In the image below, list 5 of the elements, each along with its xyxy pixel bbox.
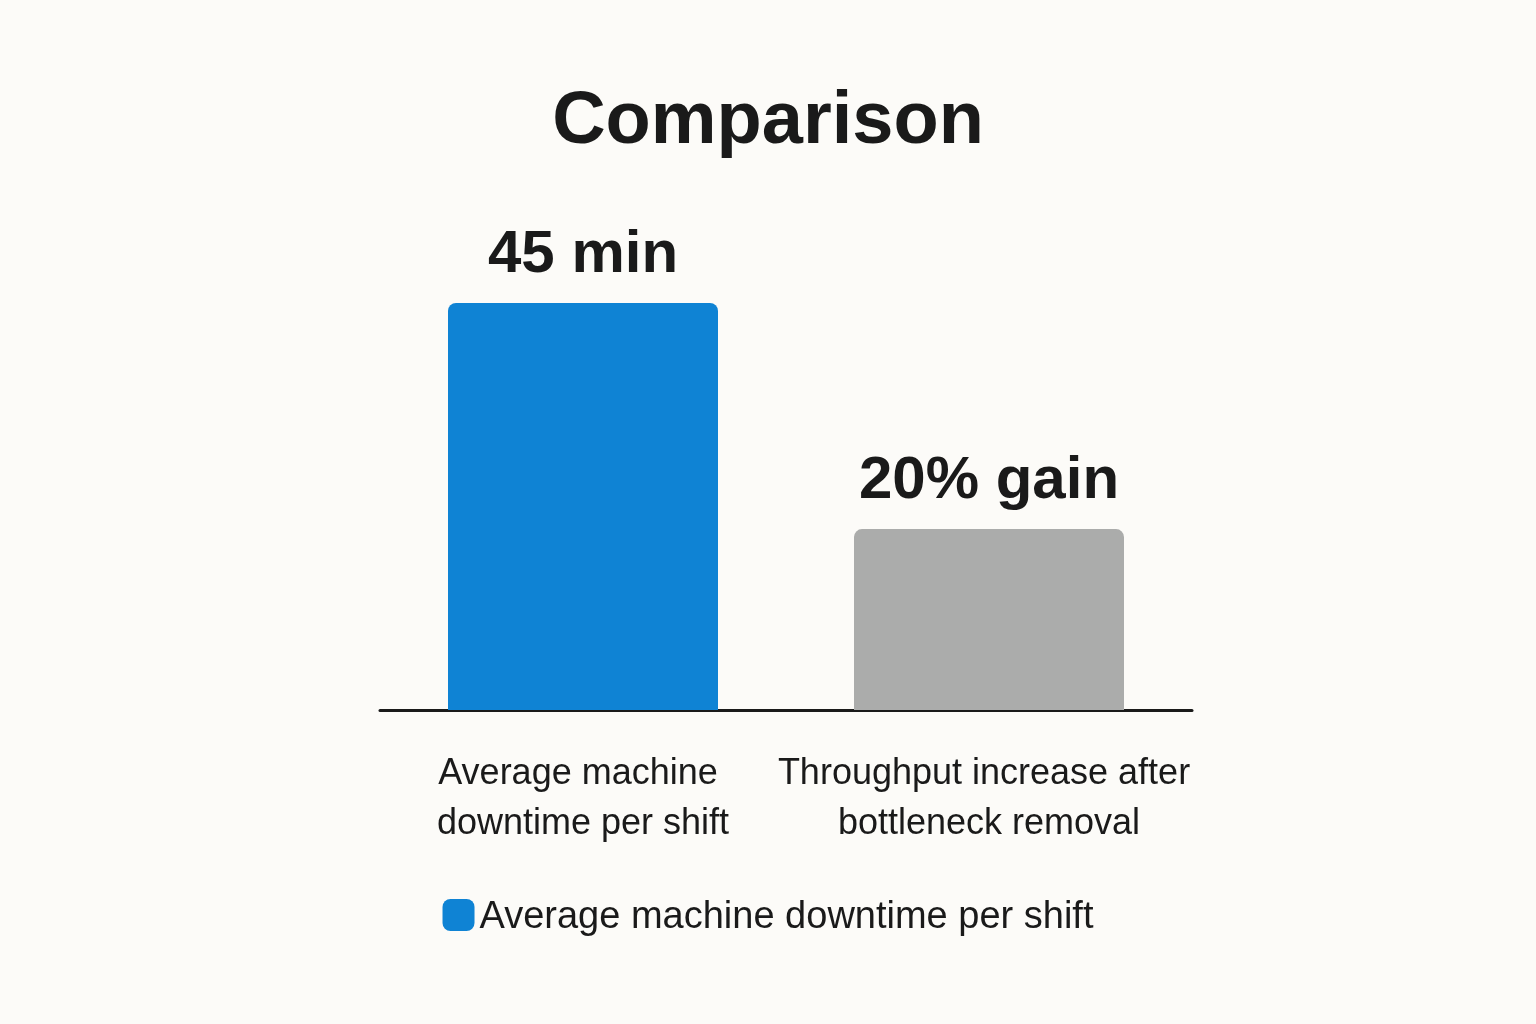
legend-label: Average machine downtime per shift (479, 894, 1094, 936)
data-label: 20% gain (858, 443, 1120, 511)
x-tick-label: Throughput increase after bottleneck removal (777, 750, 1201, 842)
chart-title: Comparison (552, 75, 984, 159)
data-label: 45 min (487, 217, 679, 285)
